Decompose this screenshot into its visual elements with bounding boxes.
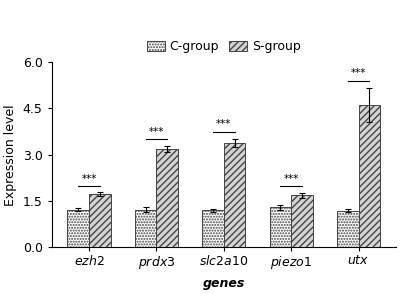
Bar xyxy=(291,196,313,247)
Bar xyxy=(89,194,110,247)
Text: ***: *** xyxy=(351,68,366,78)
Bar xyxy=(270,207,291,247)
Legend: C-group, S-group: C-group, S-group xyxy=(142,35,306,58)
Text: ***: *** xyxy=(284,174,299,184)
Text: ***: *** xyxy=(216,119,232,129)
X-axis label: genes: genes xyxy=(203,277,245,290)
Y-axis label: Expression level: Expression level xyxy=(4,104,17,206)
Bar xyxy=(337,211,359,247)
Bar xyxy=(359,105,380,247)
Bar xyxy=(67,210,89,247)
Text: ***: *** xyxy=(81,174,97,184)
Bar xyxy=(202,210,224,247)
Bar xyxy=(224,143,245,247)
Text: ***: *** xyxy=(149,127,164,137)
Bar xyxy=(135,210,156,247)
Bar xyxy=(156,149,178,247)
